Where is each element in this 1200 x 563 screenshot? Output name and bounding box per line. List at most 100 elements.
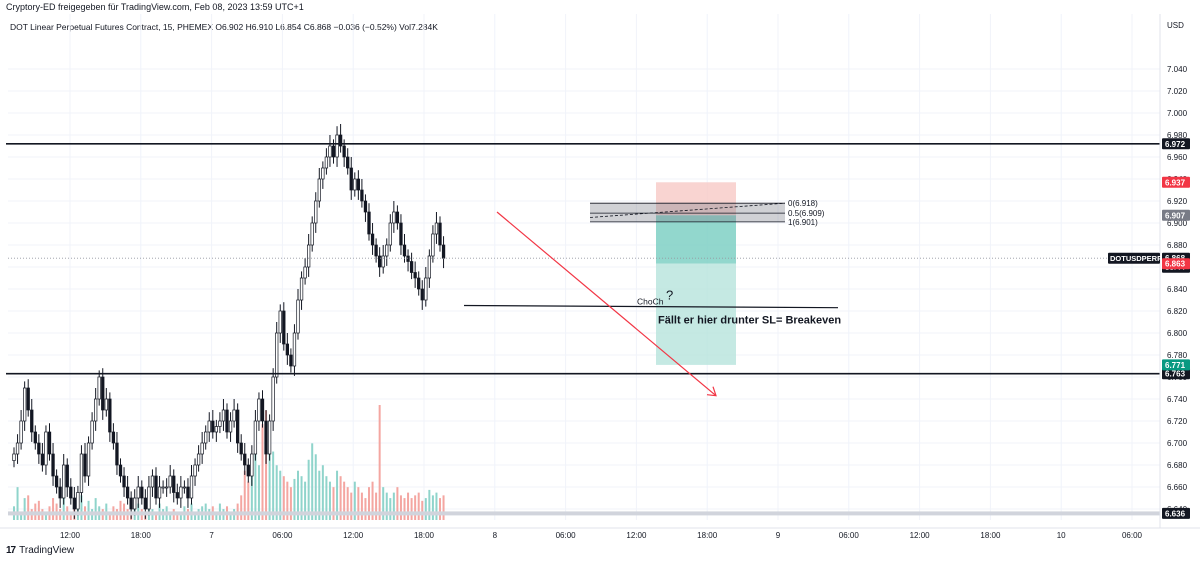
candle-body xyxy=(296,299,300,334)
volume-bar xyxy=(282,476,285,520)
candle-body xyxy=(179,486,183,499)
volume-bar xyxy=(80,495,83,520)
question-mark-label: ? xyxy=(666,288,673,303)
time-tick-label: 06:00 xyxy=(556,531,577,540)
level-price-badge xyxy=(1162,138,1190,150)
volume-bar xyxy=(368,487,370,520)
volume-bar xyxy=(16,487,19,520)
time-tick-label: 06:00 xyxy=(1122,531,1143,540)
volume-bar xyxy=(272,451,275,520)
candle-body xyxy=(58,486,62,499)
candle-body xyxy=(150,475,155,488)
price-axis: USD7.0407.0207.0006.9806.9606.9406.9206.… xyxy=(1108,14,1190,528)
position-tool xyxy=(656,182,736,365)
candle-body xyxy=(420,288,424,301)
volume-bar xyxy=(194,511,197,520)
volume-bar xyxy=(119,500,122,520)
candle-body xyxy=(346,156,350,169)
candle-body xyxy=(310,222,314,246)
price-tick-label: 6.920 xyxy=(1167,197,1188,206)
volume-bar xyxy=(44,511,47,520)
volume-bar xyxy=(403,498,406,520)
candle-body xyxy=(214,426,219,433)
time-tick-label: 18:00 xyxy=(131,531,152,540)
candle-body xyxy=(271,376,275,422)
level-price-badge-label: 6.763 xyxy=(1165,370,1186,379)
volume-bar xyxy=(261,424,264,520)
candle-body xyxy=(356,178,360,191)
volume-bar xyxy=(108,511,111,520)
volume-bar xyxy=(336,470,339,520)
candle-body xyxy=(90,420,94,444)
candle-body xyxy=(402,244,407,257)
candle-body xyxy=(253,420,258,455)
volume-bar xyxy=(87,500,90,520)
price-tick-label: 6.840 xyxy=(1167,285,1188,294)
volume-bar xyxy=(385,492,388,520)
candle-body xyxy=(175,492,179,499)
volume-bar xyxy=(357,487,360,520)
fib-level-label: 1(6.901) xyxy=(788,218,818,227)
tradingview-brand[interactable]: 17 TradingView xyxy=(6,545,74,556)
volume-bar xyxy=(407,492,410,520)
candle-body xyxy=(228,420,233,433)
candle-body xyxy=(303,266,307,279)
candle-body xyxy=(62,464,66,499)
candle-body xyxy=(147,486,151,510)
candle-body xyxy=(51,453,55,477)
volume-bar xyxy=(293,478,296,520)
price-badge-label: 6.636 xyxy=(1165,509,1186,518)
price-tick-label: 6.780 xyxy=(1167,351,1188,360)
candle-body xyxy=(129,497,133,510)
volume-bar xyxy=(414,495,417,520)
volume-bar xyxy=(268,437,271,520)
volume-bar xyxy=(176,514,179,520)
candle-body xyxy=(374,244,378,257)
candle-body xyxy=(37,442,41,455)
volume-bar xyxy=(304,481,307,520)
candle-body xyxy=(328,145,332,158)
time-tick-label: 06:00 xyxy=(272,531,293,540)
candle-body xyxy=(44,431,48,466)
volume-bar xyxy=(431,495,434,520)
candle-body xyxy=(417,277,421,290)
candle-body xyxy=(314,200,318,224)
candle-body xyxy=(243,453,247,466)
volume-bar xyxy=(332,487,335,520)
volume-bar xyxy=(94,498,97,520)
candle-body xyxy=(211,420,215,433)
volume-bar xyxy=(375,492,378,520)
candle-body xyxy=(388,222,392,246)
candle-body xyxy=(285,343,289,356)
candle-body xyxy=(236,409,240,444)
symbol-tag-label: DOTUSDPERP xyxy=(1110,254,1162,263)
volume-bar xyxy=(382,487,385,520)
price-tick-label: 6.980 xyxy=(1167,131,1188,140)
horizontal-levels xyxy=(6,143,1160,516)
volume-bar xyxy=(360,492,363,520)
volume-bar xyxy=(257,465,260,520)
candle-body xyxy=(33,431,37,444)
volume-bar xyxy=(417,492,420,520)
candle-body xyxy=(76,492,80,510)
candle-body xyxy=(335,134,339,158)
time-tick-label: 8 xyxy=(493,531,498,540)
volume-bar xyxy=(275,465,278,520)
candle-body xyxy=(143,497,148,510)
volume-bar xyxy=(371,481,374,520)
fib-level-label: 0(6.918) xyxy=(788,199,818,208)
candle-body xyxy=(186,486,190,499)
candle-body xyxy=(321,167,325,180)
volume-bar xyxy=(27,495,30,520)
candle-body xyxy=(218,420,222,427)
chart-grid xyxy=(8,14,1160,520)
candle-body xyxy=(317,178,321,202)
candle-body xyxy=(399,222,403,246)
volume-bar xyxy=(286,481,289,520)
time-tick-label: 10 xyxy=(1057,531,1066,540)
volume-bar xyxy=(307,459,310,520)
price-tick-label: 6.880 xyxy=(1167,241,1188,250)
candle-body xyxy=(239,442,243,455)
candle-body xyxy=(381,255,385,268)
